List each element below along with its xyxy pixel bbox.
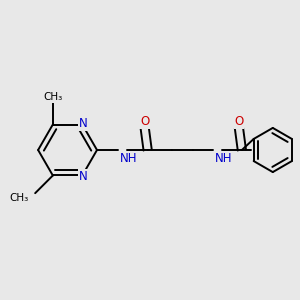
Text: O: O xyxy=(234,115,244,128)
Text: NH: NH xyxy=(214,152,232,165)
Text: O: O xyxy=(140,115,149,128)
Text: CH₃: CH₃ xyxy=(9,193,29,202)
Text: N: N xyxy=(79,117,88,130)
Text: CH₃: CH₃ xyxy=(43,92,62,102)
Text: NH: NH xyxy=(120,152,137,165)
Text: N: N xyxy=(79,170,88,183)
